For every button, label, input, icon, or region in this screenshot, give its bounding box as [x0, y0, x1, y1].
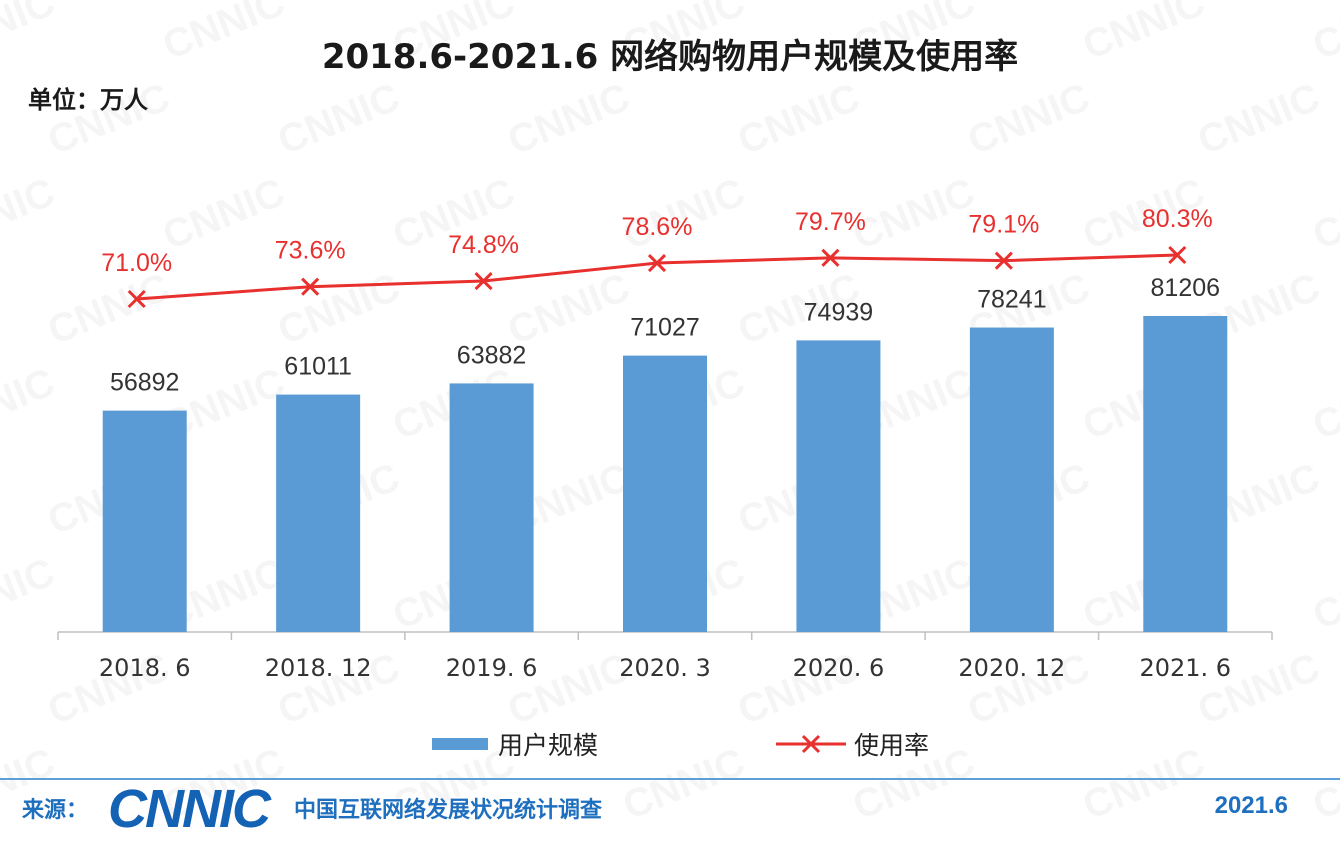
rate-marker — [127, 289, 146, 309]
org-name: 中国互联网络发展状况统计调查 — [294, 798, 603, 823]
category-label: 2020. 6 — [793, 654, 885, 682]
bar-3 — [623, 355, 707, 632]
watermark-text: CNNIC — [732, 75, 866, 163]
rate-marker-stroke — [127, 289, 146, 309]
legend-swatch-bar — [432, 738, 488, 750]
bar-value-label: 56892 — [110, 369, 180, 397]
bar-4 — [796, 340, 881, 632]
watermark-text: CNNIC — [962, 75, 1096, 163]
bar-0 — [102, 410, 187, 632]
rate-value-label: 80.3% — [1142, 205, 1213, 233]
watermark-text: CNNIC — [157, 170, 291, 258]
watermark-text: CNNIC — [502, 75, 636, 163]
legend: 用户规模 使用率 — [432, 731, 929, 760]
category-label: 2018. 6 — [99, 654, 191, 682]
category-label: 2019. 6 — [446, 654, 538, 682]
rate-marker-stroke — [821, 248, 840, 267]
bar-value-label: 61011 — [284, 353, 352, 381]
rate-line-group: 71.0% 73.6% 74.8% 78.6% 79.7% 79.1% 80.3% — [101, 205, 1213, 309]
category-label: 2021. 6 — [1139, 654, 1231, 682]
watermark-text: CNNIC — [1307, 170, 1340, 258]
watermark-text: CNNIC — [847, 170, 981, 258]
watermark-text: CNNIC — [0, 0, 61, 68]
watermark-text: CNNIC — [1077, 0, 1211, 68]
chart-title: 2018.6-2021.6 网络购物用户规模及使用率 — [322, 37, 1018, 77]
rate-value-label: 71.0% — [101, 249, 172, 277]
category-label: 2020. 3 — [619, 654, 711, 682]
bar-value-label: 71027 — [630, 314, 700, 342]
watermark-text: CNNIC — [1307, 0, 1340, 68]
rate-marker — [1168, 245, 1187, 265]
rate-marker — [647, 253, 667, 273]
bar-6 — [1143, 316, 1228, 632]
legend-label-bar: 用户规模 — [498, 731, 598, 760]
rate-value-label: 79.1% — [968, 211, 1039, 239]
watermark-text: CNNIC — [0, 550, 61, 638]
watermark-text: CNNIC — [272, 265, 406, 353]
legend-label-line: 使用率 — [854, 731, 929, 760]
watermark-text: CNNIC — [1307, 360, 1340, 448]
rate-marker — [474, 271, 493, 291]
rate-value-label: 74.8% — [448, 231, 519, 259]
rate-marker-stroke — [1168, 245, 1187, 265]
watermark-text: CNNIC — [42, 265, 176, 353]
bar-value-label: 81206 — [1151, 274, 1221, 302]
watermark-text: CNNIC — [0, 360, 61, 448]
x-ticks — [57, 632, 1273, 640]
bar-value-label: 63882 — [457, 341, 527, 369]
footer-divider — [0, 778, 1340, 780]
category-labels-group: 2018. 6 2018. 12 2019. 6 2020. 3 2020. 6 2020… — [99, 654, 1231, 682]
bar-value-label: 74939 — [804, 298, 874, 326]
watermark-text: CNNIC — [272, 75, 406, 163]
legend-swatch-marker — [801, 734, 821, 754]
bar-5 — [969, 327, 1054, 632]
cnnic-logo: CNNIC — [108, 779, 271, 839]
watermark-text: CNNIC — [0, 170, 61, 258]
rate-value-label: 79.7% — [795, 208, 866, 236]
footer-date: 2021.6 — [1214, 792, 1288, 819]
bars-group — [102, 316, 1228, 632]
watermark-text: CNNIC — [157, 0, 291, 68]
rate-marker — [821, 248, 840, 267]
rate-value-label: 78.6% — [622, 213, 693, 241]
bar-labels-group: 56892 61011 63882 71027 74939 78241 81206 — [110, 274, 1220, 397]
unit-label: 单位：万人 — [28, 86, 148, 114]
source-label: 来源： — [22, 798, 89, 823]
bar-2 — [449, 383, 534, 632]
rate-marker — [301, 277, 320, 296]
watermark-text: CNNIC — [1307, 550, 1340, 638]
bar-value-label: 78241 — [977, 286, 1047, 314]
rate-marker-stroke — [301, 277, 320, 296]
rate-value-label: 73.6% — [275, 237, 346, 265]
watermark-text: CNNIC — [1192, 75, 1326, 163]
rate-marker — [994, 251, 1013, 270]
rate-marker-stroke — [994, 251, 1013, 270]
rate-marker-stroke — [474, 271, 493, 291]
rate-marker-stroke — [647, 253, 667, 273]
category-label: 2020. 12 — [958, 654, 1065, 682]
footer: 来源： CNNIC 中国互联网络发展状况统计调查 2021.6 — [0, 778, 1340, 846]
bar-1 — [276, 394, 361, 632]
category-label: 2018. 12 — [265, 654, 372, 682]
